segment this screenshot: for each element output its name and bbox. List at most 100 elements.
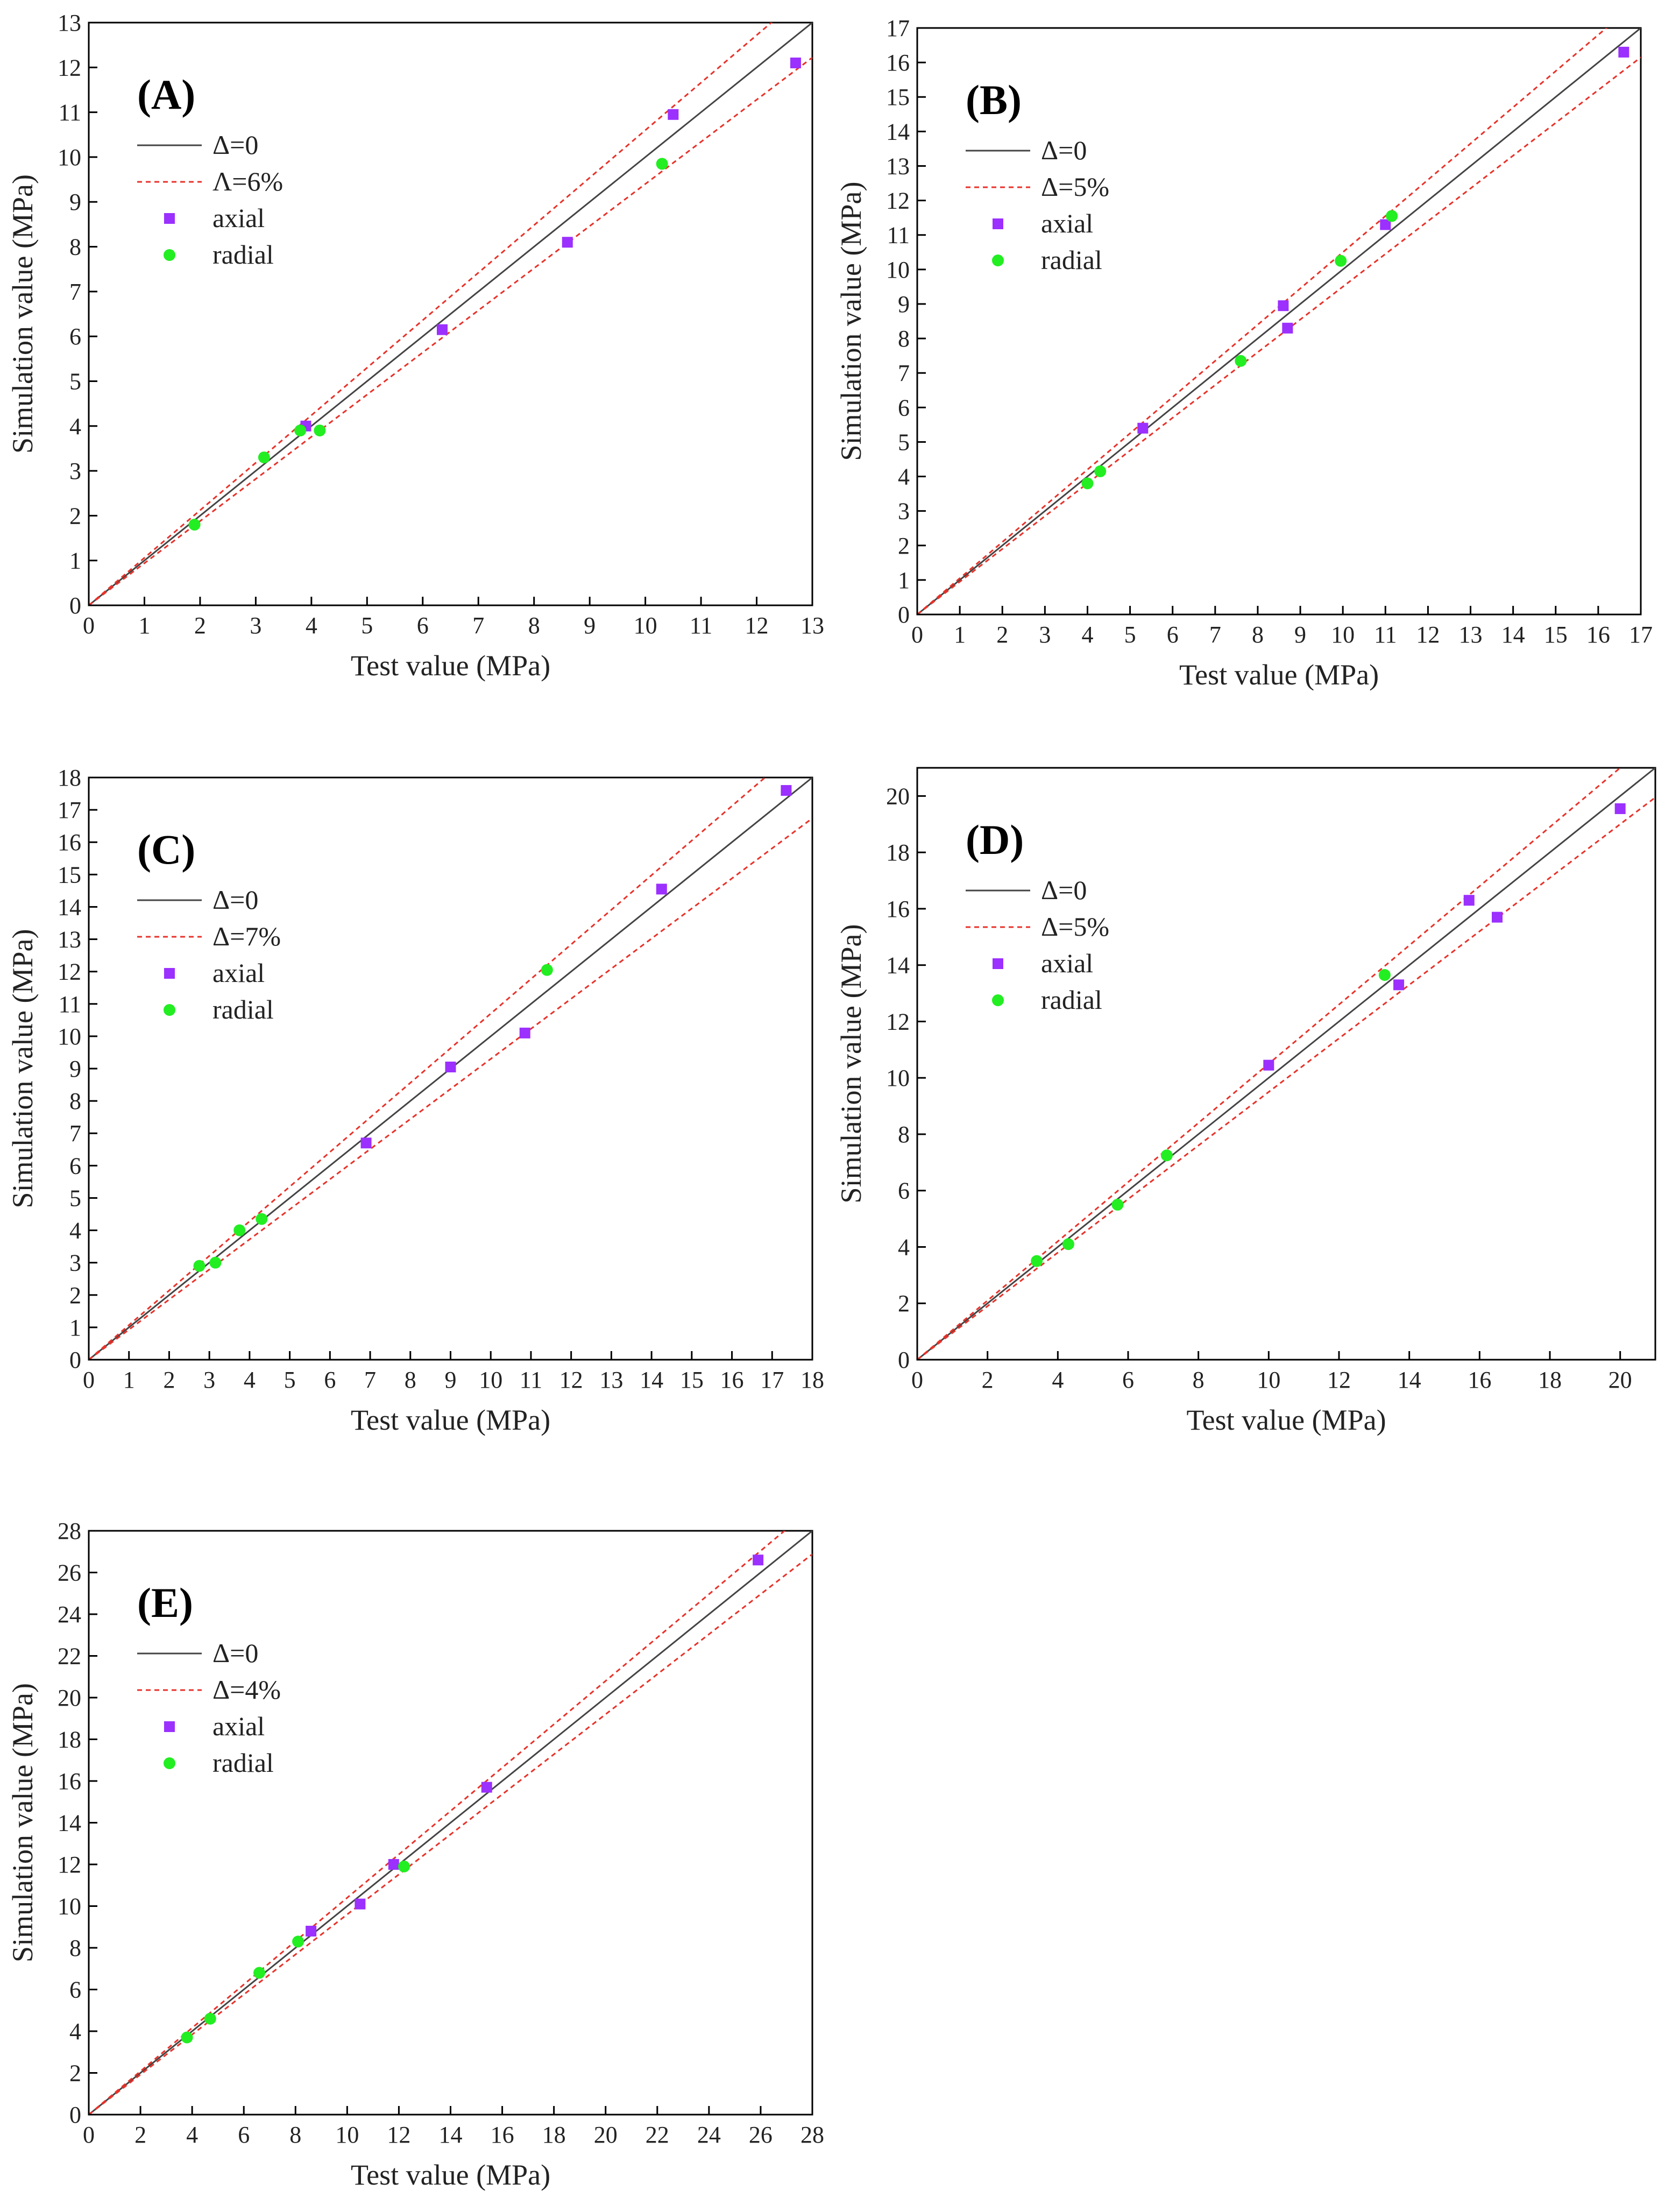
x-axis-title: Test value (MPa) (1179, 659, 1379, 691)
y-tick-label: 12 (58, 959, 81, 985)
x-tick-label: 9 (445, 1367, 457, 1393)
y-tick-label: 14 (58, 1810, 81, 1836)
x-tick-label: 5 (284, 1367, 296, 1393)
data-point-radial (1160, 1149, 1173, 1162)
y-tick-label: 17 (58, 797, 81, 823)
x-tick-label: 4 (1081, 621, 1093, 648)
y-tick-label: 1 (69, 548, 81, 574)
lower-band-line (89, 1553, 812, 2115)
y-tick-label: 2 (69, 2060, 81, 2087)
y-tick-label: 0 (69, 592, 81, 619)
data-point-axial (306, 1926, 317, 1937)
series-axial (360, 785, 792, 1149)
legend-radial-marker (164, 1004, 175, 1016)
data-point-axial (781, 785, 792, 796)
x-tick-label: 17 (760, 1367, 784, 1393)
y-axis-title: Simulation value (MPa) (835, 924, 867, 1204)
data-point-axial (1278, 300, 1289, 312)
x-tick-label: 16 (491, 2122, 514, 2148)
identity-line (89, 23, 812, 605)
y-tick-label: 16 (58, 1768, 81, 1794)
y-tick-label: 17 (886, 15, 910, 41)
series-radial (181, 1860, 410, 2044)
x-tick-label: 7 (472, 612, 484, 639)
y-axis-title: Simulation value (MPa) (6, 929, 39, 1209)
legend-band-label: Δ=5% (1041, 172, 1109, 202)
x-tick-label: 11 (1374, 621, 1397, 648)
legend-axial-label: axial (212, 1711, 265, 1741)
x-tick-label: 0 (911, 621, 923, 648)
data-point-axial (481, 1782, 492, 1793)
x-tick-label: 4 (244, 1367, 256, 1393)
x-tick-label: 13 (800, 612, 824, 639)
lower-band-line (917, 796, 1655, 1360)
data-point-axial (1282, 322, 1293, 334)
x-tick-label: 0 (83, 2122, 95, 2148)
legend: Δ=0 Δ=5% axial radial (966, 135, 1109, 275)
legend-band-label: Δ=7% (212, 921, 281, 951)
data-point-radial (193, 1260, 206, 1272)
panel-label: (A) (137, 71, 195, 118)
x-axis-title: Test value (MPa) (351, 649, 550, 682)
plot-frame (88, 22, 813, 606)
y-tick-label: 13 (58, 10, 81, 36)
legend-radial-label: radial (212, 239, 274, 270)
data-point-axial (360, 1137, 372, 1149)
y-tick-label: 9 (69, 1056, 81, 1082)
data-point-axial (1263, 1059, 1274, 1071)
y-tick-label: 0 (69, 2102, 81, 2128)
reference-lines (917, 768, 1655, 1360)
x-tick-label: 0 (83, 1367, 95, 1393)
y-tick-label: 12 (886, 188, 910, 214)
x-tick-label: 13 (1459, 621, 1483, 648)
data-point-axial (1463, 895, 1475, 906)
data-point-axial (656, 884, 667, 895)
data-point-axial (668, 109, 679, 120)
x-tick-label: 16 (1468, 1367, 1491, 1393)
series-radial (1081, 210, 1398, 490)
x-tick-label: 14 (1501, 621, 1525, 648)
y-tick-label: 14 (58, 894, 81, 920)
reference-lines (89, 23, 812, 605)
panel-label: (C) (137, 826, 195, 873)
x-axis-title: Test value (MPa) (351, 2159, 550, 2191)
data-point-radial (1094, 465, 1107, 477)
data-point-radial (541, 964, 553, 976)
data-point-axial (1618, 46, 1629, 58)
y-tick-label: 7 (69, 1120, 81, 1147)
y-tick-label: 10 (58, 144, 81, 171)
y-tick-label: 8 (898, 326, 910, 352)
y-tick-label: 18 (58, 1727, 81, 1753)
legend-band-label: Λ=6% (212, 166, 283, 196)
data-point-axial (790, 57, 801, 68)
x-tick-label: 12 (559, 1367, 583, 1393)
y-tick-label: 14 (886, 952, 910, 979)
y-tick-label: 4 (69, 413, 81, 440)
data-point-radial (1081, 477, 1094, 490)
y-tick-label: 0 (69, 1347, 81, 1373)
x-tick-label: 9 (584, 612, 596, 639)
x-tick-label: 2 (194, 612, 206, 639)
legend-radial-marker (992, 255, 1004, 266)
x-tick-label: 14 (640, 1367, 663, 1393)
data-point-radial (1031, 1255, 1043, 1267)
x-tick-label: 28 (800, 2122, 824, 2148)
x-tick-label: 7 (1209, 621, 1221, 648)
y-axis-title: Simulation value (MPa) (6, 174, 39, 454)
identity-line (917, 768, 1655, 1360)
series-radial (188, 158, 668, 531)
x-tick-label: 15 (680, 1367, 704, 1393)
y-tick-label: 1 (69, 1315, 81, 1341)
x-tick-label: 2 (982, 1367, 994, 1393)
x-tick-label: 1 (138, 612, 150, 639)
y-tick-label: 18 (886, 839, 910, 866)
panel-label: (D) (966, 816, 1024, 863)
legend-radial-label: radial (212, 1748, 274, 1778)
x-tick-label: 18 (1538, 1367, 1562, 1393)
x-tick-label: 11 (690, 612, 712, 639)
x-tick-label: 0 (83, 612, 95, 639)
x-tick-label: 2 (996, 621, 1008, 648)
x-tick-label: 12 (1327, 1367, 1351, 1393)
x-tick-label: 11 (520, 1367, 542, 1393)
series-axial (1137, 46, 1629, 434)
